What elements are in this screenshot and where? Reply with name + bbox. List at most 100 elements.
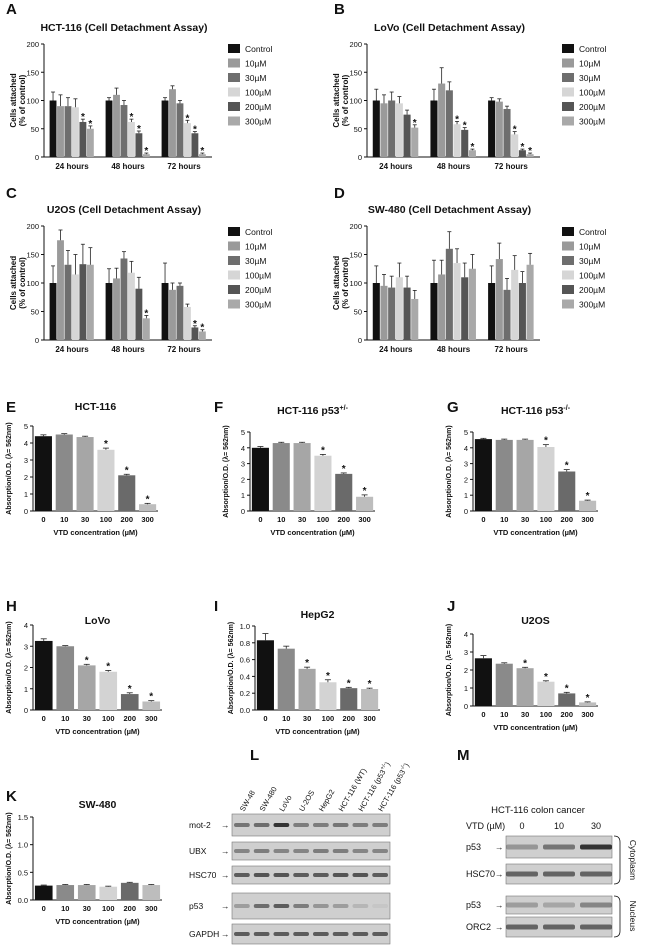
legend-label: Control: [579, 227, 607, 237]
bar: [79, 264, 87, 340]
blot-band: [332, 932, 349, 936]
bar: [139, 504, 157, 511]
panel-letter: K: [6, 788, 17, 805]
bar: [495, 663, 513, 706]
x-tick-label: 300: [581, 710, 594, 719]
panel-b: B LoVo (Cell Detachment Assay) Cells attac…: [332, 1, 607, 171]
legend-label: 10µM: [245, 59, 266, 69]
significance-star: *: [528, 146, 532, 157]
bar: [191, 133, 199, 157]
blot-band: [313, 873, 329, 877]
blot-band: [253, 932, 270, 936]
significance-star: *: [513, 125, 517, 136]
blot-arrow-icon: →: [495, 869, 504, 879]
chart-title: U2OS (Cell Detachment Assay): [47, 204, 201, 216]
bar: [293, 443, 311, 511]
bar: [142, 318, 150, 340]
cytoplasm-bracket: [613, 835, 621, 885]
chart-title: HCT-116 (Cell Detachment Assay): [40, 22, 207, 34]
y-tick-label: 0: [24, 706, 28, 715]
x-tick-label: 72 hours: [167, 162, 201, 171]
bar: [488, 100, 496, 157]
significance-star: *: [125, 465, 129, 476]
bar: [34, 885, 53, 900]
chart-title: HCT-116 p53-/-: [501, 405, 571, 417]
legend-label: Control: [245, 227, 273, 237]
y-axis-label: Cells attached: [332, 256, 341, 310]
blot-row-label: GAPDH: [189, 929, 219, 939]
legend-label: 10µM: [579, 59, 600, 69]
y-axis-label: Absorption/O.D. (λ= 562nm): [445, 425, 453, 517]
legend-swatch: [562, 58, 574, 68]
blot-row-label: UBX: [189, 846, 207, 856]
legend-swatch: [562, 285, 574, 294]
panel-letter: H: [6, 598, 17, 615]
bar: [64, 264, 72, 340]
legend-label: 300µM: [245, 300, 271, 310]
bar: [579, 500, 597, 511]
panel-g: G HCT-116 p53-/- Absorption/O.D. (λ= 562nm…: [445, 399, 598, 537]
legend-label: 100µM: [579, 271, 605, 281]
chart-title: SW-480: [79, 799, 117, 811]
legend-label: 200µM: [579, 102, 605, 112]
blot-band: [372, 904, 388, 908]
bar: [64, 106, 72, 157]
blot-arrow-icon: →: [221, 929, 230, 939]
x-tick-label: 48 hours: [437, 162, 471, 171]
panel-j: J U2OS Absorption/O.D. (λ= 562nm) 0 1 2 3 4 0 10 3…: [445, 598, 598, 732]
blot-band: [506, 902, 538, 908]
x-tick-label: 200: [123, 904, 136, 913]
bar: [488, 283, 496, 340]
legend-label: Control: [245, 44, 273, 54]
blot-band: [372, 873, 388, 877]
y-tick-label: 0.0: [18, 896, 28, 905]
panel-a: A HCT-116 (Cell Detachment Assay) Cells at…: [6, 1, 273, 171]
significance-star: *: [193, 125, 197, 136]
x-tick-label: 72 hours: [167, 345, 201, 354]
bar: [445, 90, 453, 157]
y-tick-label: 4: [464, 630, 468, 639]
legend-label: 30µM: [245, 256, 266, 266]
chart-title: LoVo: [85, 615, 110, 627]
panel-k: K SW-480 Absorption/O.D. (λ= 562nm) 0.0 0.5 1…: [5, 788, 162, 926]
blot-band: [293, 823, 309, 827]
y-tick-label: 3: [464, 648, 468, 657]
y-tick-label: 0: [241, 507, 245, 516]
x-tick-label: 24 hours: [55, 162, 89, 171]
x-tick-label: 48 hours: [437, 345, 471, 354]
y-tick-label: 0.2: [240, 689, 250, 698]
y-axis-label: (% of control): [18, 74, 27, 126]
blot-row-label: p53: [189, 901, 203, 911]
significance-star: *: [520, 142, 524, 153]
bar: [372, 100, 380, 157]
bar: [34, 436, 52, 511]
y-axis-label: Absorption/O.D. (λ= 562nm): [445, 624, 453, 716]
blot-title: HCT-116 colon cancer: [491, 805, 585, 816]
x-tick-label: 24 hours: [379, 345, 413, 354]
x-tick-label: 24 hours: [55, 345, 89, 354]
bar: [395, 103, 403, 157]
significance-star: *: [586, 491, 590, 502]
y-tick-label: 0.6: [240, 656, 250, 665]
bar: [272, 443, 290, 511]
fraction-label: Nucleus: [628, 901, 638, 932]
bar: [579, 702, 597, 706]
y-tick-label: 0: [24, 507, 28, 516]
significance-star: *: [326, 671, 330, 682]
y-tick-label: 0.0: [240, 706, 250, 715]
bar: [128, 121, 135, 157]
x-tick-label: 300: [145, 714, 158, 723]
blot-arrow-icon: →: [495, 900, 504, 910]
bar: [474, 658, 492, 706]
bar: [468, 150, 476, 157]
bar: [516, 439, 534, 511]
bar: [461, 277, 469, 340]
panel-letter: F: [214, 399, 223, 416]
x-axis-label: VTD concentration (µM): [53, 528, 138, 537]
panel-letter: J: [447, 598, 455, 615]
chart-title: HCT-116 p53+/-: [277, 405, 348, 417]
y-tick-label: 50: [31, 308, 39, 317]
y-tick-label: 0: [358, 153, 362, 162]
significance-star: *: [88, 119, 92, 130]
x-tick-label: 100: [102, 904, 115, 913]
